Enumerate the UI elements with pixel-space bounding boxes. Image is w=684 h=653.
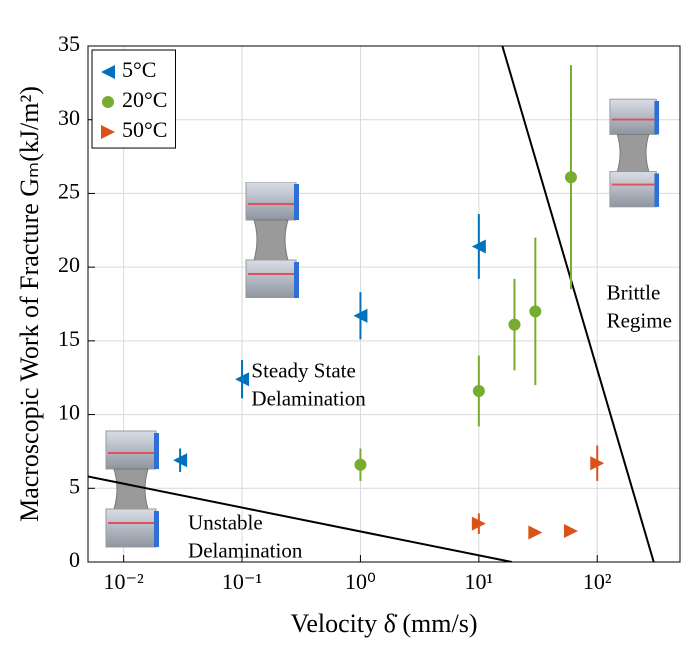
annotations: Steady State Delamination Unstable Delamina…: [188, 281, 672, 563]
y-axis-label: Macroscopic Work of Fracture Gₘ(kJ/m²): [15, 86, 44, 522]
point: [235, 372, 250, 387]
annotation: Brittle: [607, 281, 661, 305]
point: [471, 239, 486, 254]
y-tick-label: 20: [58, 252, 80, 277]
y-tick-label: 5: [69, 473, 80, 498]
legend: 5°C 20°C 50°C: [91, 49, 176, 149]
x-tick-label: 10⁰: [345, 569, 376, 594]
legend-label: 20°C: [122, 87, 167, 112]
plot-frame: [87, 45, 681, 563]
point: [472, 384, 485, 397]
point: [508, 318, 521, 331]
legend-label: 50°C: [122, 117, 167, 142]
y-tick-label: 25: [58, 178, 80, 203]
y-tick-label: 15: [58, 326, 80, 351]
annotation: Delamination: [188, 539, 303, 563]
x-tick-label: 10¹: [465, 569, 494, 594]
point: [563, 524, 578, 539]
annotation: Delamination: [251, 387, 366, 411]
y-tick-label: 30: [58, 105, 80, 130]
point: [471, 516, 486, 531]
legend-label: 5°C: [122, 57, 156, 82]
x-tick-label: 10⁻¹: [222, 569, 262, 594]
point: [528, 525, 543, 540]
boundaries: [88, 46, 655, 562]
data-marks: [173, 65, 605, 540]
point: [564, 171, 577, 184]
annotation: Regime: [607, 309, 672, 333]
legend-marker: [102, 96, 114, 108]
annotation: Unstable: [188, 511, 263, 535]
x-tick-label: 10⁻²: [104, 569, 145, 594]
point: [173, 453, 188, 468]
point: [529, 305, 542, 318]
regime-boundary: [501, 46, 655, 562]
ticks: 10⁻² 10⁻¹ 10⁰ 10¹ 10² 0 5 10 15 20 25 30 35: [58, 31, 612, 594]
y-tick-label: 0: [69, 547, 80, 572]
x-axis-label: Velocity δ̇ (mm/s): [290, 609, 477, 638]
legend-marker: [101, 65, 115, 79]
annotation: Steady State: [251, 359, 355, 383]
point: [353, 308, 368, 323]
point: [354, 458, 367, 471]
y-tick-label: 10: [58, 400, 80, 425]
plot-area: [88, 46, 680, 562]
regime-boundary: [88, 475, 513, 562]
x-tick-label: 10²: [583, 569, 612, 594]
legend-marker: [101, 125, 115, 139]
point: [590, 456, 605, 471]
y-tick-label: 35: [58, 31, 80, 56]
